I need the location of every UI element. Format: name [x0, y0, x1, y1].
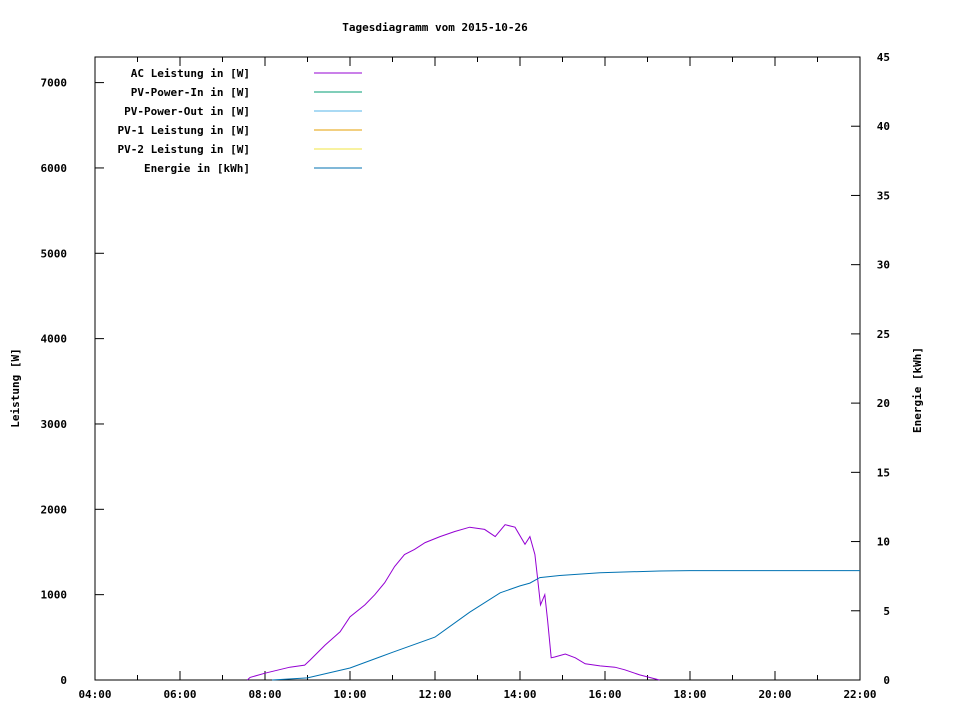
y-tick-label: 2000 — [41, 503, 68, 516]
y2-tick-label: 20 — [877, 397, 890, 410]
legend-label: AC Leistung in [W] — [131, 67, 250, 80]
legend-label: PV-2 Leistung in [W] — [118, 143, 250, 156]
y2-tick-label: 45 — [877, 51, 890, 64]
legend-label: PV-Power-Out in [W] — [124, 105, 250, 118]
y-tick-label: 6000 — [41, 162, 68, 175]
y2-tick-label: 0 — [883, 674, 890, 687]
y-tick-label: 0 — [60, 674, 67, 687]
y2-tick-label: 25 — [877, 328, 890, 341]
x-tick-label: 14:00 — [503, 688, 536, 701]
y2-tick-label: 40 — [877, 120, 890, 133]
x-tick-label: 08:00 — [248, 688, 281, 701]
y2-axis-label: Energie [kWh] — [911, 347, 924, 433]
x-tick-label: 06:00 — [163, 688, 196, 701]
legend-label: PV-Power-In in [W] — [131, 86, 250, 99]
y-tick-label: 3000 — [41, 418, 68, 431]
legend-label: Energie in [kWh] — [144, 162, 250, 175]
series-line-5 — [272, 570, 860, 681]
y-tick-label: 5000 — [41, 247, 68, 260]
y2-tick-label: 30 — [877, 259, 890, 272]
x-tick-label: 12:00 — [418, 688, 451, 701]
y-tick-label: 1000 — [41, 589, 68, 602]
x-tick-label: 18:00 — [673, 688, 706, 701]
x-tick-label: 22:00 — [843, 688, 876, 701]
y-tick-label: 7000 — [41, 77, 68, 90]
x-tick-label: 16:00 — [588, 688, 621, 701]
x-tick-label: 10:00 — [333, 688, 366, 701]
y2-tick-label: 5 — [883, 605, 890, 618]
x-tick-label: 20:00 — [758, 688, 791, 701]
x-tick-label: 04:00 — [78, 688, 111, 701]
y2-tick-label: 10 — [877, 536, 890, 549]
y2-tick-label: 15 — [877, 466, 890, 479]
y-tick-label: 4000 — [41, 333, 68, 346]
y2-tick-label: 35 — [877, 189, 890, 202]
y-axis-label: Leistung [W] — [9, 348, 22, 427]
legend-label: PV-1 Leistung in [W] — [118, 124, 250, 137]
series-line-0 — [246, 524, 660, 681]
chart-title: Tagesdiagramm vom 2015-10-26 — [342, 21, 528, 34]
